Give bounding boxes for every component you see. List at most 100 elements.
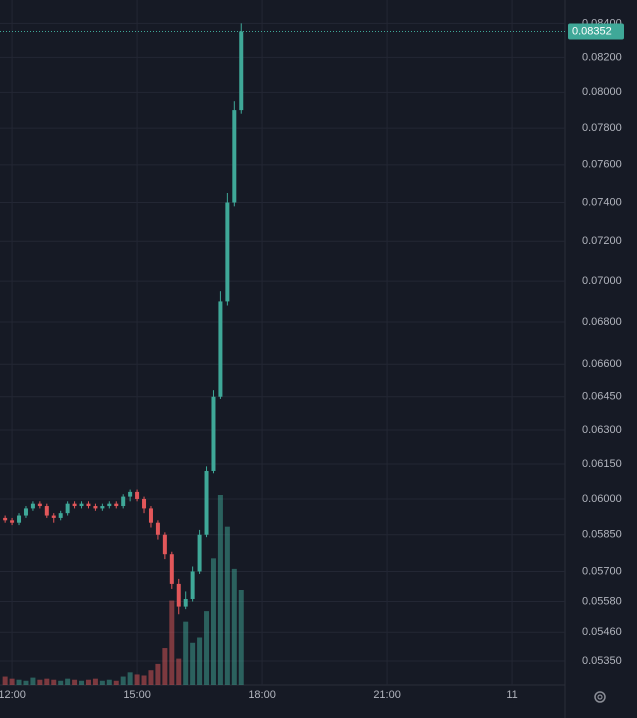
y-tick-label: 0.07600 (582, 159, 622, 171)
volume-bar (134, 674, 140, 685)
last-price-tag (568, 23, 624, 40)
x-tick-label: 21:00 (373, 689, 401, 701)
candle-body (65, 503, 70, 514)
gear-ring (594, 691, 606, 703)
volume-bar (197, 637, 203, 685)
volume-bar (99, 680, 105, 685)
volume-bar (106, 679, 112, 685)
x-tick-label: 18:00 (248, 689, 276, 701)
gear-hub (597, 694, 603, 700)
volume-bar (183, 621, 189, 685)
volume-bar (85, 679, 91, 685)
candle-body (176, 583, 181, 607)
candle-body (86, 503, 91, 507)
volume-bar (79, 680, 85, 685)
candle-body (135, 491, 140, 499)
candle-body (218, 301, 223, 397)
y-tick-label: 0.06450 (582, 391, 622, 403)
candle-body (239, 31, 244, 111)
volume-bar (44, 678, 50, 685)
candle-body (197, 534, 202, 572)
candle-body (155, 522, 160, 535)
y-tick-label: 0.07800 (582, 122, 622, 134)
candle-body (51, 515, 56, 518)
volume-bar (23, 680, 29, 685)
settings-icon[interactable] (594, 691, 606, 703)
y-tick-label: 0.05700 (582, 565, 622, 577)
y-tick-label: 0.07200 (582, 235, 622, 247)
candle-body (72, 503, 77, 507)
volume-bar (231, 568, 237, 685)
candle-body (142, 498, 147, 509)
volume-bar (217, 495, 223, 685)
volume-bar (113, 680, 119, 685)
volume-bar (190, 642, 196, 685)
y-tick-label: 0.08000 (582, 86, 622, 98)
y-tick-label: 0.05850 (582, 529, 622, 541)
y-tick-label: 0.05580 (582, 595, 622, 607)
grid (0, 0, 565, 685)
candle-body (44, 506, 49, 516)
volume-bar (224, 526, 230, 685)
volume-bar (127, 672, 133, 685)
y-tick-label: 0.06150 (582, 458, 622, 470)
candle-body (121, 496, 126, 507)
candle-body (204, 470, 209, 535)
candle-body (3, 517, 8, 521)
volume-bar (169, 600, 175, 685)
volume-bar (176, 658, 182, 685)
volume-bar (162, 648, 168, 685)
candle-body (100, 506, 105, 509)
volume-bar (9, 678, 15, 685)
y-tick-label: 0.08200 (582, 51, 622, 63)
y-tick-label: 0.07400 (582, 196, 622, 208)
y-tick-label: 0.06000 (582, 493, 622, 505)
candle-body (183, 598, 188, 607)
volume-bar (120, 676, 126, 685)
candle-body (37, 503, 42, 507)
candle-body (148, 508, 153, 523)
x-tick-label: 12:00 (0, 689, 26, 701)
candle-body (128, 491, 133, 497)
candle-body (10, 520, 15, 523)
volume-bar (16, 679, 22, 685)
candle-body (79, 503, 84, 507)
volume-bar (148, 670, 154, 685)
volume-bar (92, 678, 98, 685)
x-tick-label: 11 (506, 689, 517, 701)
volume-bar (155, 663, 161, 685)
volume-bar (238, 590, 244, 685)
y-tick-label: 0.06300 (582, 424, 622, 436)
volume-bar (72, 679, 78, 685)
candle-body (107, 503, 112, 507)
y-tick-label: 0.07000 (582, 275, 622, 287)
candle-body (23, 508, 28, 516)
volume-bar (204, 611, 210, 685)
candle-body (58, 513, 63, 518)
candle-body (114, 503, 119, 507)
candle-body (93, 506, 98, 509)
y-tick-label: 0.05350 (582, 655, 622, 667)
volume-bar (51, 679, 57, 685)
y-tick-label: 0.05460 (582, 626, 622, 638)
volume-bar (65, 678, 71, 685)
volume-bar (2, 676, 8, 685)
candle-body (232, 110, 237, 203)
volume-bar (141, 675, 147, 685)
candle-body (30, 503, 35, 509)
x-tick-label: 15:00 (123, 689, 151, 701)
volume-bar (30, 677, 36, 685)
volume-bar (58, 680, 64, 685)
candle-body (225, 202, 230, 302)
candle-body (211, 396, 216, 471)
candle-body (17, 515, 22, 523)
candle-body (190, 571, 195, 599)
candle-body (162, 534, 167, 555)
candle-body (169, 554, 174, 584)
volume-bar (210, 558, 216, 685)
last-price-label: 0.08352 (572, 25, 612, 37)
y-tick-label: 0.06800 (582, 316, 622, 328)
